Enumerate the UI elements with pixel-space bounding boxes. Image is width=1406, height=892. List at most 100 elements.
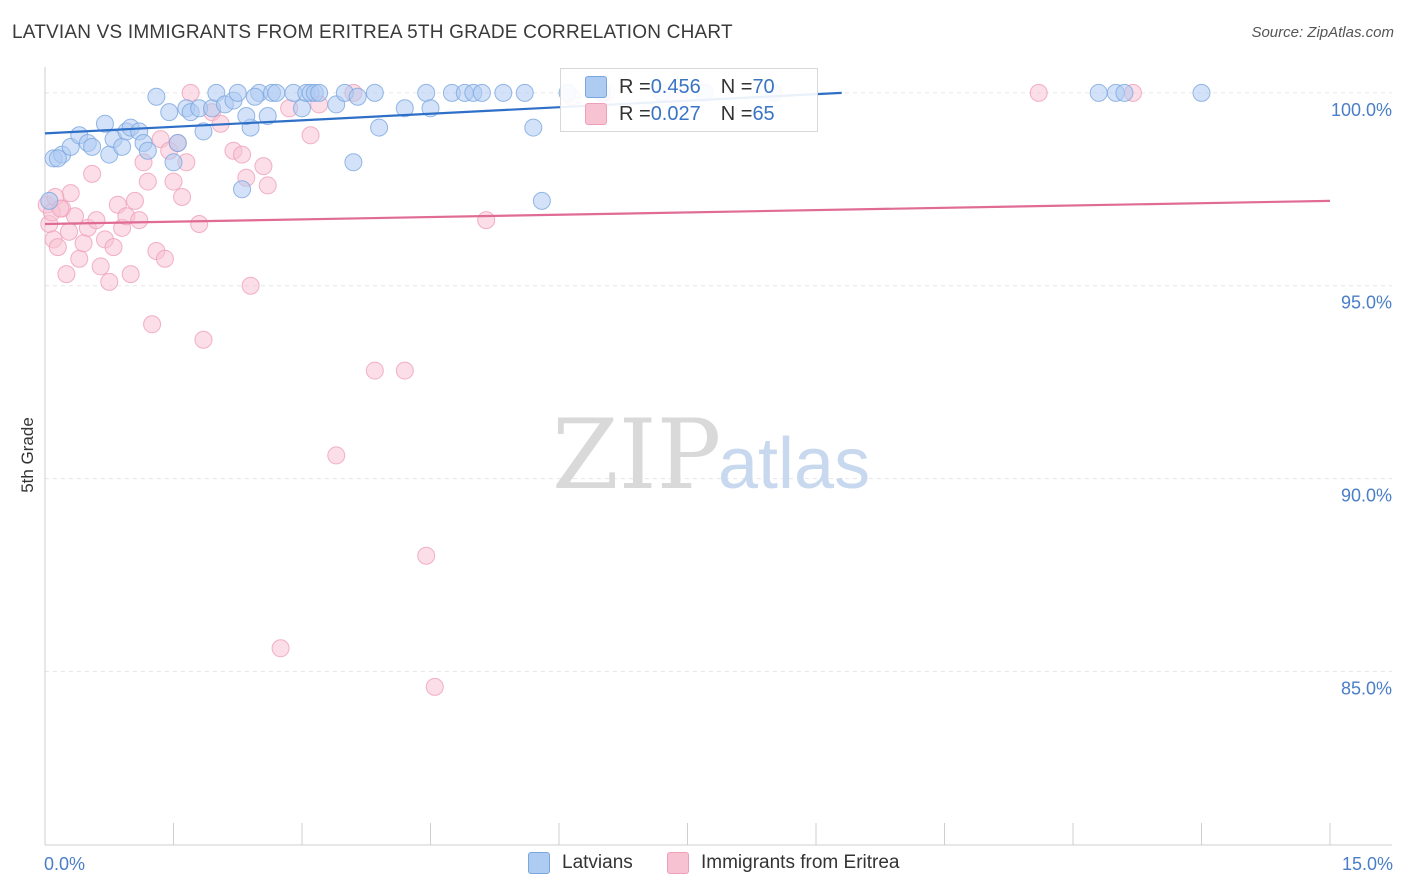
point-eritrea: [194, 330, 213, 349]
point-latvians: [83, 137, 102, 156]
point-latvians: [147, 87, 166, 106]
y-tick-label: 100.0%: [1331, 100, 1392, 120]
y-tick-label: 95.0%: [1341, 293, 1392, 313]
point-latvians: [138, 141, 157, 160]
point-latvians: [532, 191, 551, 210]
series-swatch-latvians: [528, 852, 550, 874]
legend-r-value: 0.456: [650, 75, 701, 98]
point-latvians: [258, 107, 277, 125]
point-latvians: [293, 99, 311, 118]
series-legend-eritrea[interactable]: Immigrants from Eritrea: [667, 852, 899, 874]
point-latvians: [48, 149, 67, 168]
point-eritrea: [155, 249, 174, 268]
point-latvians: [40, 191, 59, 210]
point-eritrea: [87, 211, 106, 230]
point-latvians: [95, 114, 114, 133]
point-latvians: [417, 83, 436, 102]
watermark-zip: ZIP: [552, 399, 721, 511]
stats-legend: R = 0.456 N = 70 R = 0.027 N = 65: [560, 68, 818, 132]
legend-row-latvians: R = 0.456 N = 70: [585, 75, 775, 99]
point-eritrea: [125, 191, 144, 210]
x-tick-labels: 0.0% 15.0%: [44, 854, 1393, 874]
point-latvians: [472, 83, 491, 102]
data-points: [37, 83, 1211, 696]
point-latvians: [1115, 83, 1134, 102]
point-latvians: [160, 103, 179, 122]
point-eritrea: [173, 188, 192, 206]
chart-source: Source: ZipAtlas.com: [1251, 24, 1394, 41]
point-latvians: [194, 122, 213, 141]
legend-swatch-latvians: [585, 76, 607, 98]
point-eritrea: [100, 272, 119, 291]
y-tick-label: 85.0%: [1341, 678, 1392, 698]
point-latvians: [245, 87, 264, 106]
point-latvians: [228, 83, 247, 102]
point-latvians: [113, 137, 132, 156]
point-eritrea: [143, 315, 162, 334]
point-eritrea: [181, 83, 200, 102]
legend-r-label: R =: [619, 75, 651, 98]
point-eritrea: [74, 234, 93, 253]
point-eritrea: [70, 249, 89, 268]
series-label-latvians: Latvians: [562, 852, 633, 873]
point-eritrea: [65, 207, 84, 226]
point-latvians: [267, 83, 286, 102]
point-latvians: [370, 118, 389, 137]
point-latvians: [1089, 83, 1108, 102]
y-tick-label: 90.0%: [1341, 486, 1392, 506]
point-latvians: [515, 83, 534, 102]
point-eritrea: [395, 361, 414, 380]
point-latvians: [348, 87, 367, 106]
point-eritrea: [271, 639, 290, 658]
point-eritrea: [258, 176, 277, 195]
point-eritrea: [48, 238, 67, 257]
chart-title: LATVIAN VS IMMIGRANTS FROM ERITREA 5TH G…: [12, 22, 733, 43]
point-eritrea: [477, 211, 496, 230]
watermark-atlas: atlas: [718, 424, 870, 504]
point-eritrea: [254, 157, 273, 176]
point-eritrea: [425, 677, 444, 696]
point-eritrea: [121, 265, 140, 284]
point-eritrea: [61, 184, 80, 203]
series-legend: Latvians Immigrants from Eritrea: [0, 852, 1406, 878]
series-swatch-eritrea: [667, 852, 689, 874]
point-latvians: [310, 83, 329, 102]
point-latvians: [168, 134, 187, 152]
point-eritrea: [59, 222, 78, 241]
point-eritrea: [57, 265, 76, 284]
point-eritrea: [91, 257, 110, 276]
point-eritrea: [365, 361, 384, 380]
point-latvians: [344, 153, 363, 172]
point-eritrea: [327, 446, 346, 465]
series-legend-latvians[interactable]: Latvians: [528, 852, 633, 874]
point-eritrea: [83, 164, 102, 183]
legend-n-label: N =: [720, 102, 753, 125]
legend-n-value: 70: [752, 75, 775, 98]
point-latvians: [395, 99, 414, 118]
legend-row-eritrea: R = 0.027 N = 65: [585, 102, 775, 126]
point-latvians: [164, 153, 183, 172]
series-label-eritrea: Immigrants from Eritrea: [701, 852, 900, 873]
point-latvians: [237, 107, 256, 125]
point-latvians: [1192, 83, 1211, 102]
y-tick-labels: 100.0% 95.0% 90.0% 85.0%: [1331, 100, 1392, 699]
point-latvians: [365, 83, 384, 102]
legend-swatch-eritrea: [585, 103, 607, 125]
point-eritrea: [104, 238, 123, 257]
point-eritrea: [241, 276, 260, 295]
x-tick-label: 15.0%: [1342, 854, 1393, 874]
legend-r-value: 0.027: [650, 102, 701, 125]
legend-r-label: R =: [619, 102, 651, 125]
point-eritrea: [130, 211, 149, 230]
point-latvians: [494, 83, 513, 102]
x-tick-label: 0.0%: [44, 854, 85, 874]
point-eritrea: [164, 172, 183, 191]
legend-n-label: N =: [720, 75, 753, 98]
point-eritrea: [138, 172, 157, 191]
point-eritrea: [1029, 83, 1048, 102]
point-eritrea: [190, 215, 209, 233]
point-eritrea: [301, 126, 320, 145]
legend-n-value: 65: [752, 102, 775, 125]
axes: [44, 67, 1392, 846]
